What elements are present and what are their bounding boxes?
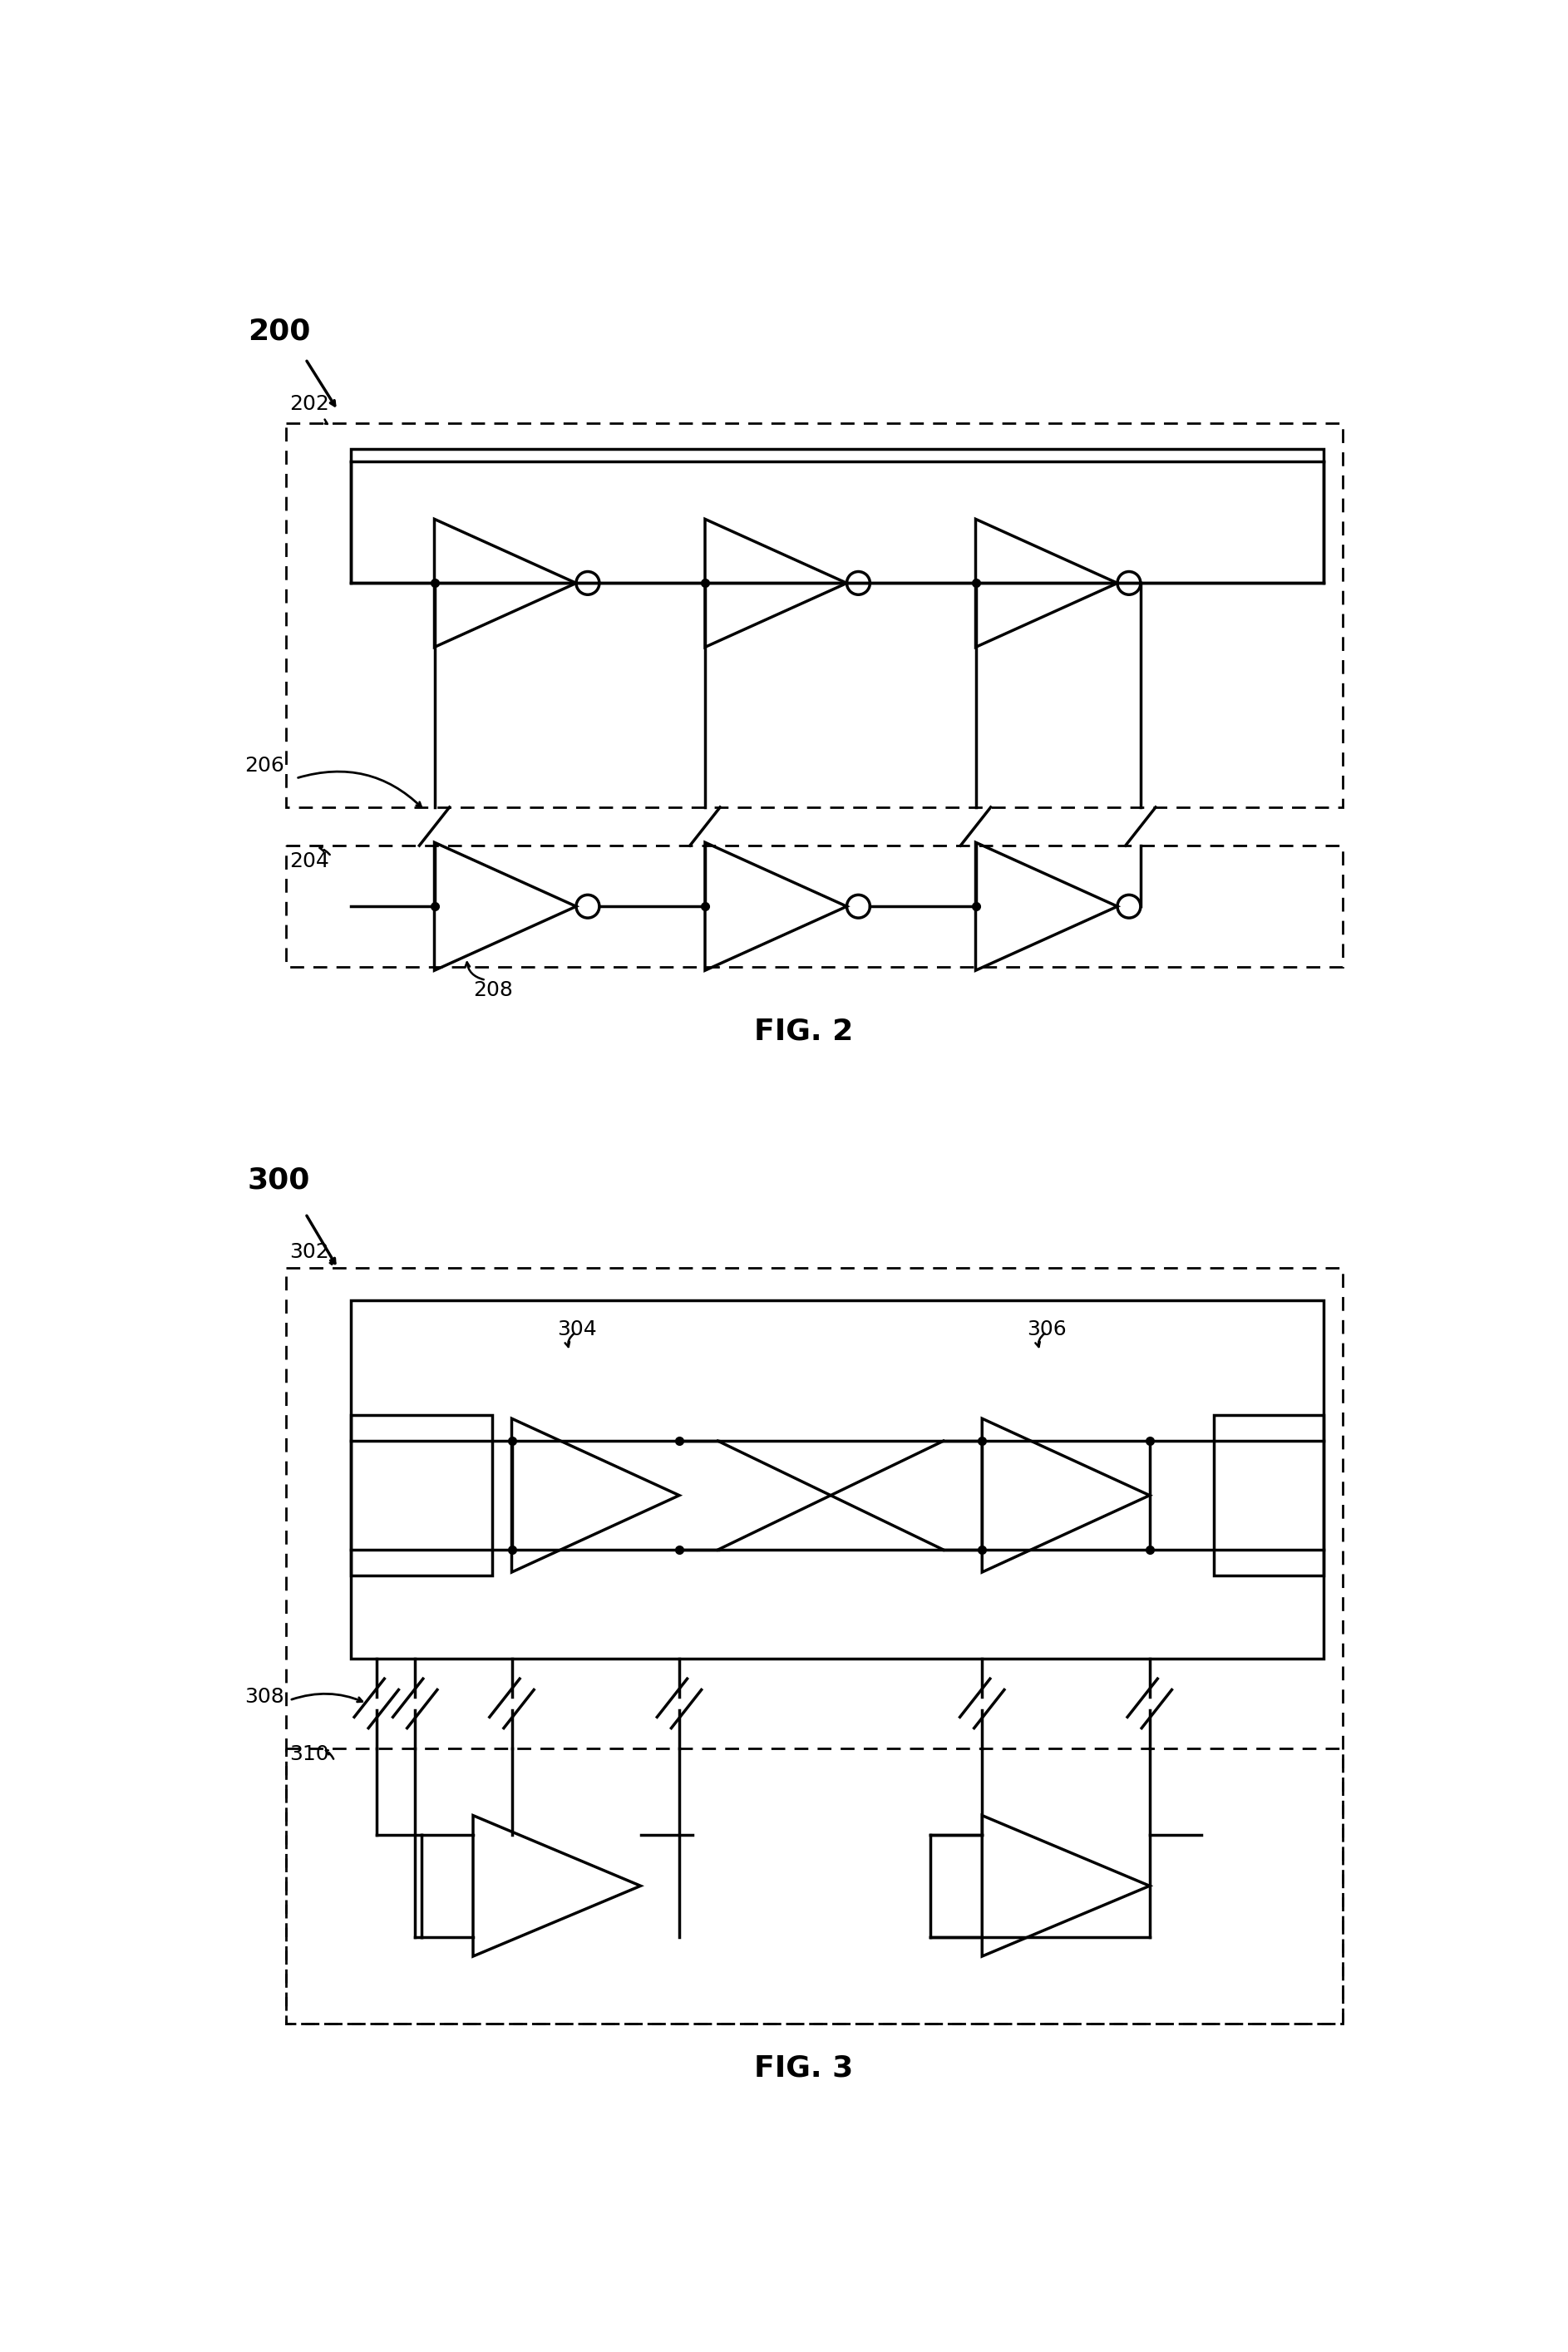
Text: 306: 306 [1027,1319,1066,1338]
Bar [287,847,1342,967]
Text: FIG. 2: FIG. 2 [754,1016,853,1044]
Bar [351,449,1323,583]
Bar [287,1268,1342,2023]
Text: 304: 304 [557,1319,596,1338]
Text: 206: 206 [245,755,284,776]
Text: 300: 300 [248,1167,310,1195]
Text: 200: 200 [248,318,310,346]
Bar [287,423,1342,807]
Bar [351,1301,1323,1658]
Bar [1214,1416,1323,1576]
Text: FIG. 3: FIG. 3 [754,2053,853,2082]
Text: 202: 202 [290,393,329,414]
Text: 308: 308 [245,1686,284,1708]
Bar [351,1416,492,1576]
Text: 310: 310 [290,1745,329,1764]
Text: 208: 208 [474,981,513,1000]
Text: 204: 204 [290,851,329,873]
Text: 302: 302 [290,1242,329,1263]
Bar [287,1748,1342,2023]
